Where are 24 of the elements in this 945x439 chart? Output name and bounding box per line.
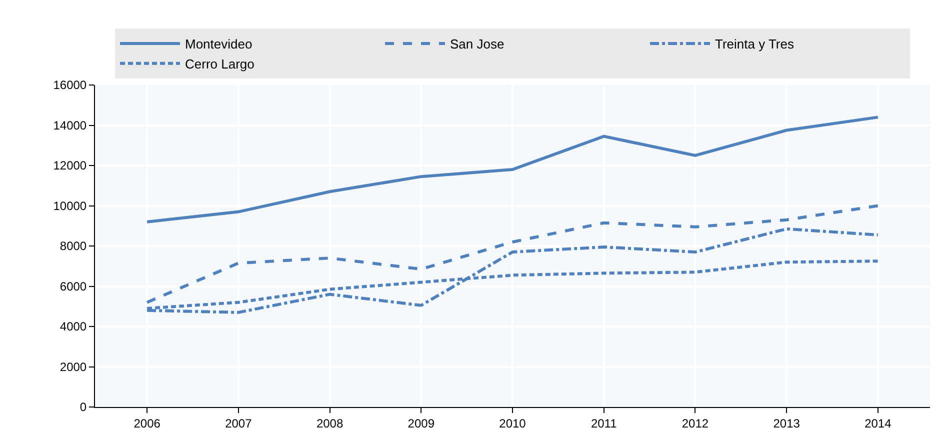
y-tick-label: 16000 bbox=[53, 78, 87, 92]
y-tick-label: 4000 bbox=[60, 320, 87, 334]
line-series bbox=[146, 204, 880, 304]
y-tick-label: 0 bbox=[80, 400, 87, 414]
legend-label: Montevideo bbox=[185, 36, 252, 52]
y-tick-label: 12000 bbox=[53, 158, 87, 173]
legend-label: Treinta y Tres bbox=[715, 36, 794, 52]
x-tick-label: 2012 bbox=[682, 416, 709, 430]
x-tick-label: 2009 bbox=[408, 416, 435, 430]
y-tick-label: 2000 bbox=[60, 360, 87, 374]
y-tick-label: 14000 bbox=[53, 118, 87, 132]
legend-label: San Jose bbox=[450, 36, 504, 52]
x-tick-label: 2007 bbox=[225, 416, 252, 430]
x-tick-label: 2013 bbox=[773, 416, 800, 430]
y-tick-label: 10000 bbox=[53, 198, 87, 213]
x-tick-label: 2014 bbox=[864, 416, 892, 430]
x-tick-label: 2010 bbox=[499, 416, 526, 430]
y-tick-label: 6000 bbox=[60, 279, 87, 294]
x-tick-label: 2008 bbox=[316, 416, 344, 430]
x-tick-label: 2006 bbox=[134, 416, 161, 430]
legend-label: Cerro Largo bbox=[185, 56, 254, 72]
x-tick-label: 2011 bbox=[590, 416, 618, 430]
line-series bbox=[146, 116, 880, 224]
y-tick-label: 8000 bbox=[60, 239, 87, 254]
